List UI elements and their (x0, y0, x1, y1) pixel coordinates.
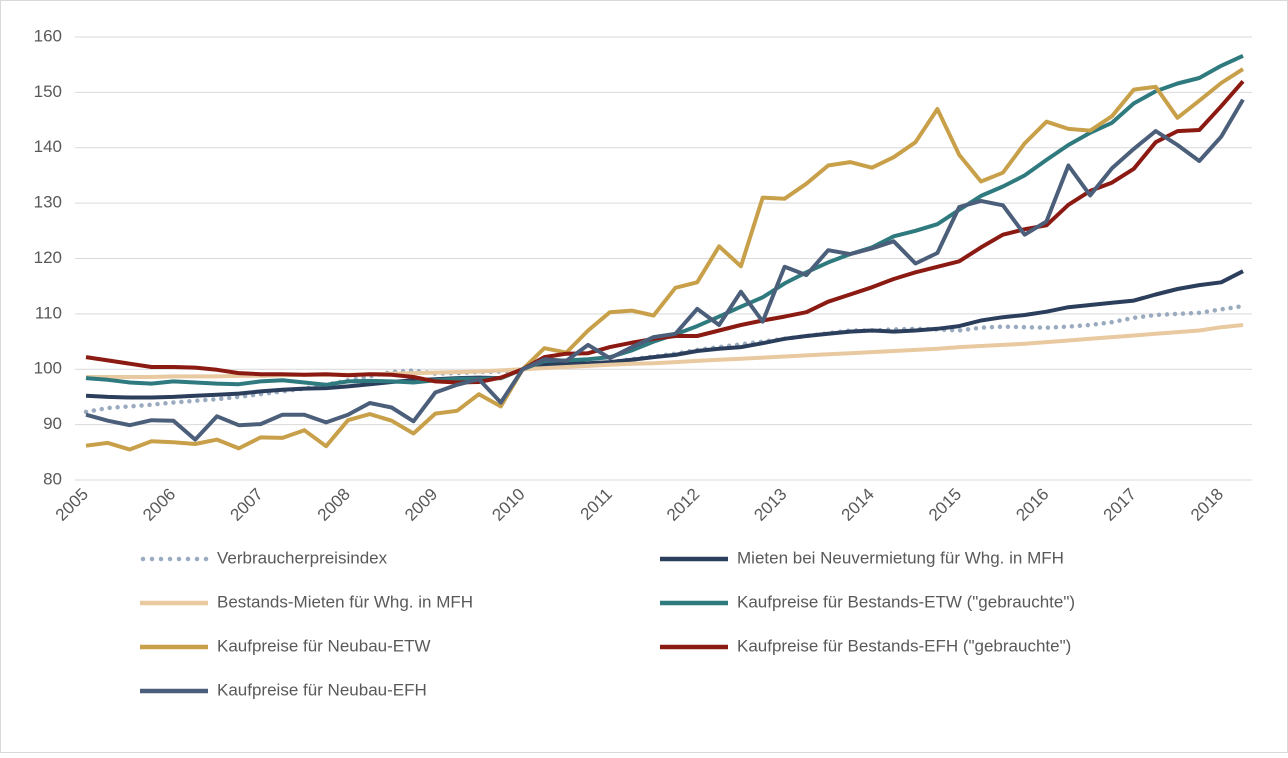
legend-label: Kaufpreise für Neubau-ETW (217, 636, 431, 655)
y-tick-label: 120 (34, 248, 62, 267)
legend-label: Mieten bei Neuvermietung für Whg. in MFH (737, 548, 1064, 567)
y-tick-label: 90 (43, 414, 62, 433)
legend-label: Kaufpreise für Neubau-EFH (217, 680, 427, 699)
legend-label: Kaufpreise für Bestands-EFH ("gebrauchte… (737, 636, 1071, 655)
y-tick-label: 100 (34, 359, 62, 378)
series-line (85, 67, 1245, 452)
y-tick-label: 80 (43, 469, 62, 488)
y-tick-label: 160 (34, 26, 62, 45)
legend-label: Kaufpreise für Bestands-ETW ("gebrauchte… (737, 592, 1075, 611)
series-line (85, 269, 1244, 400)
y-tick-label: 140 (34, 137, 62, 156)
y-tick-label: 150 (34, 82, 62, 101)
y-tick-label: 110 (35, 303, 62, 322)
y-tick-label: 130 (34, 193, 62, 212)
legend-label: Bestands-Mieten für Whg. in MFH (217, 592, 473, 611)
legend-label: Verbraucherpreisindex (217, 548, 388, 567)
series-line (85, 98, 1245, 442)
